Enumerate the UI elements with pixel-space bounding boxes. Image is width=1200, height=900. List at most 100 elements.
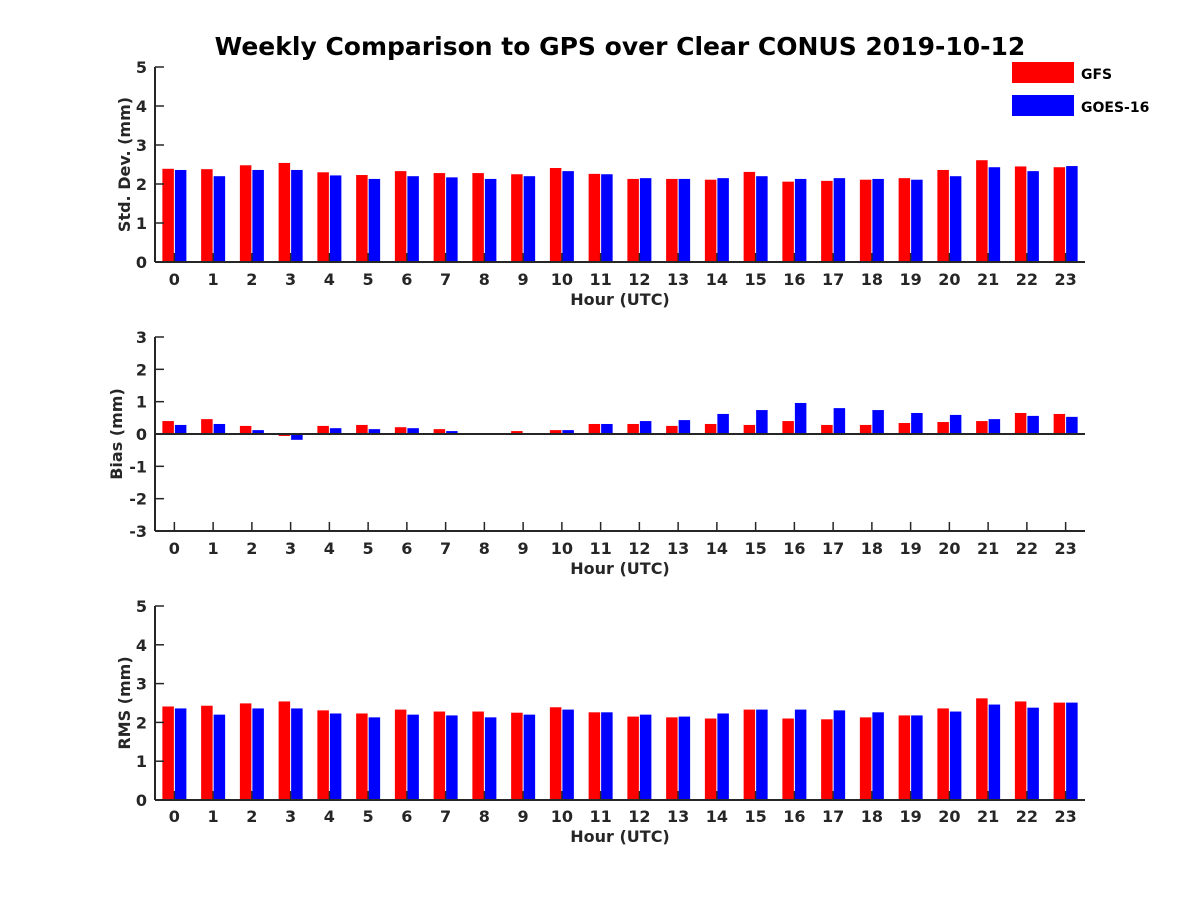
bar-goes16-14 (717, 713, 729, 800)
bar-goes16-11 (601, 712, 613, 800)
y-tick-label: 0 (136, 253, 147, 272)
bar-gfs-7 (433, 173, 446, 262)
bar-goes16-23 (1066, 702, 1078, 800)
bar-goes16-15 (756, 709, 768, 800)
x-tick-label: 22 (1016, 807, 1038, 826)
x-tick-label: 10 (551, 539, 573, 558)
x-tick-label: 20 (938, 807, 960, 826)
bar-gfs-22 (1014, 412, 1027, 434)
bar-goes16-0 (174, 708, 187, 800)
bar-gfs-18 (859, 179, 872, 262)
bar-gfs-10 (549, 168, 562, 262)
bar-gfs-23 (1053, 702, 1066, 800)
x-tick-label: 4 (324, 270, 335, 289)
x-tick-label: 16 (783, 807, 805, 826)
x-tick-label: 1 (208, 807, 219, 826)
bar-gfs-6 (394, 171, 407, 262)
bar-gfs-8 (472, 173, 484, 262)
bar-gfs-15 (743, 171, 756, 262)
x-tick-label: 0 (169, 539, 180, 558)
y-tick-label: -1 (129, 457, 147, 476)
bar-goes16-23 (1066, 166, 1078, 262)
bar-gfs-17 (821, 424, 833, 434)
bar-goes16-17 (833, 710, 846, 800)
x-tick-label: 17 (822, 270, 844, 289)
x-tick-label: 9 (518, 539, 529, 558)
bar-gfs-23 (1053, 413, 1066, 434)
bar-gfs-7 (433, 711, 446, 800)
y-axis-label: RMS (mm) (115, 656, 134, 749)
bar-goes16-4 (329, 175, 342, 262)
x-tick-label: 19 (899, 539, 921, 558)
y-tick-label: 3 (136, 675, 147, 694)
bar-gfs-18 (859, 717, 872, 800)
bar-gfs-14 (704, 718, 717, 800)
bar-goes16-5 (368, 178, 381, 262)
bar-gfs-1 (201, 169, 213, 262)
bar-goes16-4 (329, 428, 342, 434)
y-tick-label: -3 (129, 522, 147, 541)
bar-gfs-15 (743, 709, 756, 800)
y-tick-label: 0 (136, 791, 147, 810)
x-tick-label: 3 (285, 270, 296, 289)
bar-goes16-5 (368, 717, 381, 800)
x-axis-label: Hour (UTC) (570, 290, 670, 309)
x-tick-label: 15 (744, 270, 766, 289)
x-tick-label: 3 (285, 539, 296, 558)
y-tick-label: -2 (129, 490, 147, 509)
bar-gfs-12 (627, 178, 639, 262)
x-tick-label: 17 (822, 539, 844, 558)
y-tick-label: 0 (136, 425, 147, 444)
bar-gfs-15 (743, 424, 756, 434)
bar-gfs-16 (782, 421, 794, 434)
x-tick-label: 18 (861, 270, 883, 289)
bar-goes16-17 (833, 408, 846, 434)
chart-title: Weekly Comparison to GPS over Clear CONU… (215, 32, 1026, 61)
bar-goes16-7 (446, 431, 458, 434)
bar-goes16-20 (949, 176, 962, 262)
x-tick-label: 14 (706, 807, 728, 826)
bar-gfs-0 (162, 168, 174, 262)
bar-goes16-16 (794, 178, 807, 262)
bar-goes16-10 (562, 709, 574, 800)
bar-goes16-21 (988, 704, 1001, 800)
bar-goes16-10 (562, 430, 574, 434)
bar-gfs-3 (278, 701, 291, 800)
x-tick-label: 14 (706, 539, 728, 558)
bar-goes16-8 (484, 717, 497, 800)
x-tick-label: 22 (1016, 270, 1038, 289)
bar-goes16-13 (678, 178, 691, 262)
bar-goes16-13 (678, 420, 691, 434)
bar-goes16-17 (833, 178, 846, 262)
y-tick-label: 1 (136, 752, 147, 771)
legend-swatch-gfs (1012, 62, 1074, 83)
x-tick-label: 11 (589, 270, 611, 289)
x-tick-label: 5 (363, 807, 374, 826)
bar-goes16-2 (252, 169, 264, 262)
bar-gfs-10 (549, 430, 562, 434)
bar-gfs-21 (976, 698, 988, 800)
bar-gfs-16 (782, 718, 794, 800)
x-tick-label: 6 (401, 807, 412, 826)
x-tick-label: 8 (479, 270, 490, 289)
bar-goes16-12 (639, 714, 652, 800)
bar-goes16-3 (291, 708, 303, 800)
bar-gfs-4 (317, 172, 329, 262)
legend-label-gfs: GFS (1081, 67, 1112, 83)
bar-gfs-19 (898, 423, 911, 434)
bar-gfs-4 (317, 425, 329, 434)
bar-gfs-19 (898, 715, 911, 800)
bar-gfs-0 (162, 421, 174, 434)
x-tick-label: 12 (628, 539, 650, 558)
bar-goes16-12 (639, 178, 652, 262)
y-tick-label: 4 (136, 636, 147, 655)
bar-goes16-19 (911, 715, 923, 800)
x-tick-label: 5 (363, 270, 374, 289)
bar-gfs-14 (704, 179, 717, 262)
bar-gfs-13 (666, 178, 678, 262)
bar-goes16-19 (911, 179, 923, 262)
bar-gfs-4 (317, 710, 329, 800)
bar-goes16-22 (1027, 415, 1039, 434)
